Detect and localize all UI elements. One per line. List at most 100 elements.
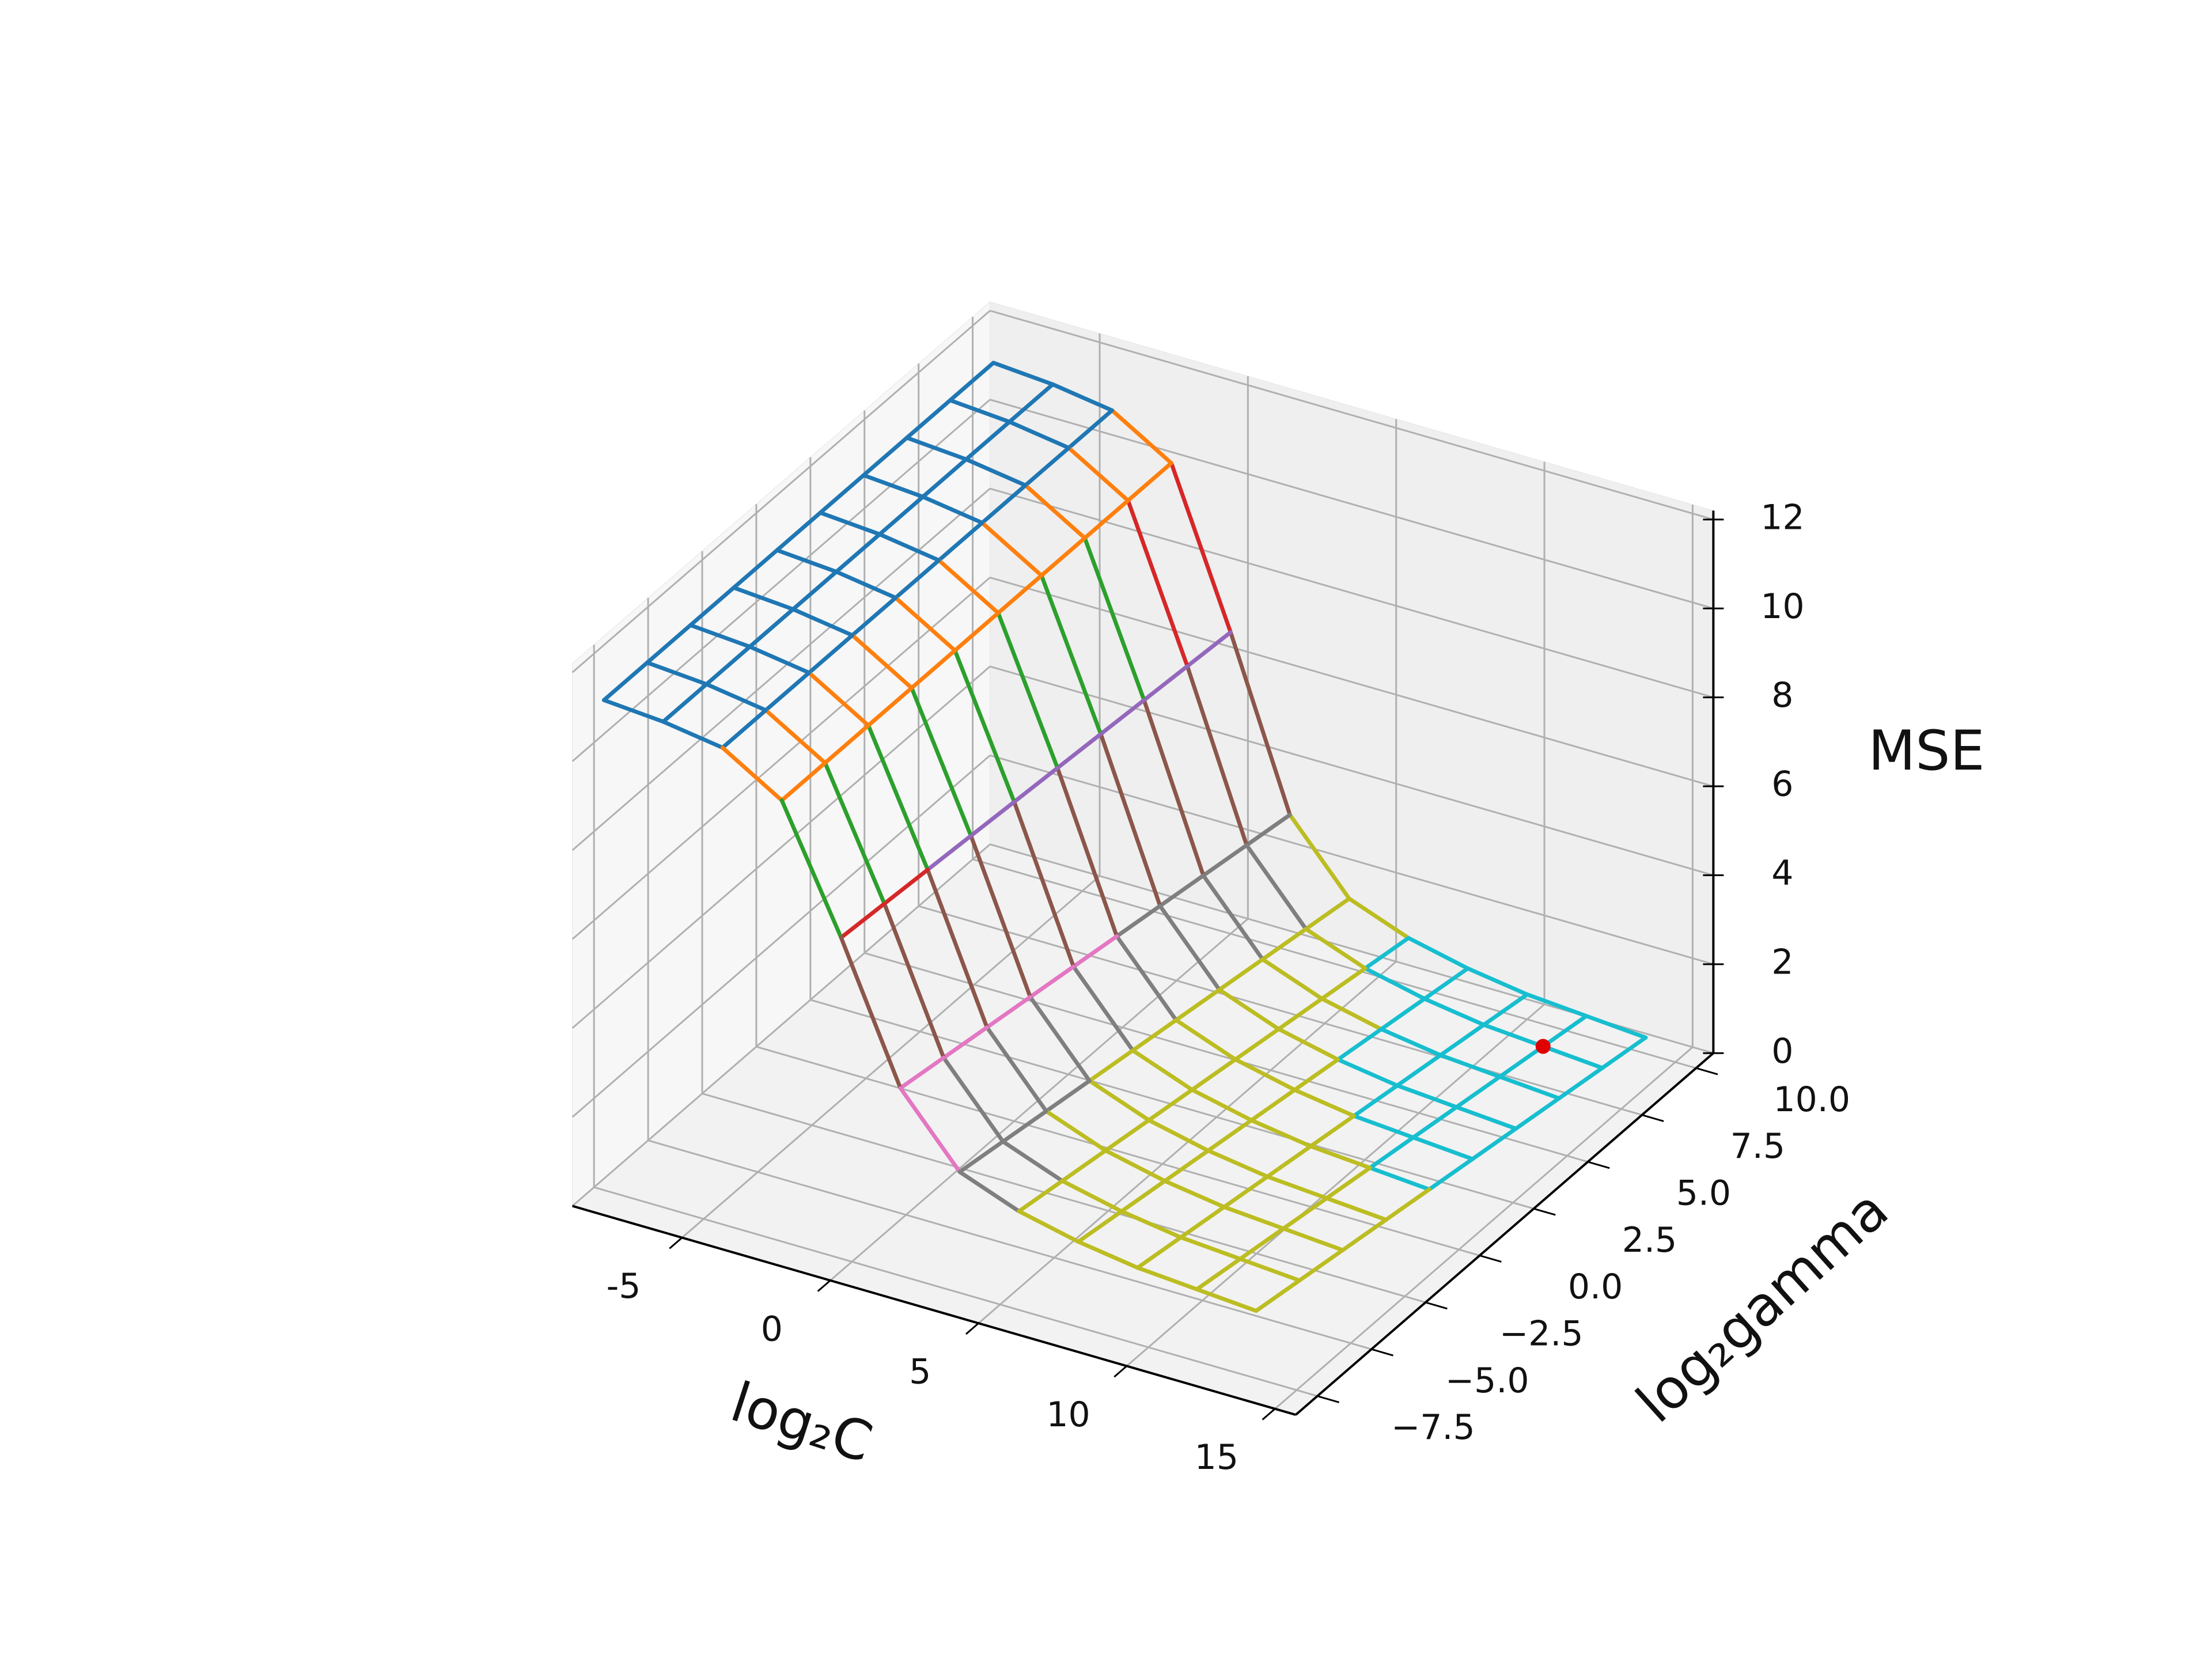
wire-segment — [996, 611, 1060, 770]
grid-line — [593, 1186, 1318, 1397]
x-tick-label: -5 — [607, 1266, 641, 1306]
wire-segment — [1001, 1109, 1048, 1144]
wire-segment — [1131, 1018, 1179, 1053]
wire-segment — [948, 361, 996, 403]
wire-segment — [1297, 1248, 1345, 1283]
wire-segment — [1060, 1148, 1108, 1183]
grid-line — [990, 754, 1714, 965]
wire-segment — [1411, 1135, 1475, 1161]
wire-segment — [1238, 1256, 1302, 1283]
wire-segment — [1082, 498, 1130, 540]
z-tick-label: 0 — [1771, 1031, 1793, 1071]
x-tick-label: 15 — [1195, 1437, 1238, 1478]
wire-segment — [948, 398, 1012, 424]
wire-segment — [1185, 664, 1249, 847]
wire-segment — [1324, 1196, 1388, 1222]
wire-segment — [910, 685, 974, 838]
wire-segment — [601, 698, 665, 724]
grid-line — [918, 905, 1642, 1116]
x-tick-label: 0 — [761, 1309, 783, 1349]
wire-segment — [1201, 843, 1249, 878]
wire-segment — [1119, 1179, 1167, 1214]
wire-segment — [839, 935, 903, 1090]
wire-segment — [1308, 1113, 1356, 1149]
grid-line — [571, 488, 991, 851]
grid-line — [990, 399, 1714, 609]
best-point — [1535, 1039, 1551, 1054]
tick-mark — [1695, 1067, 1718, 1075]
z-tick-label: 10 — [1760, 586, 1804, 627]
wire-segment — [941, 1055, 1005, 1144]
wire-segment — [1206, 1148, 1270, 1179]
wire-segment — [834, 570, 898, 600]
wire-segment — [1498, 1074, 1562, 1101]
wire-segment — [1254, 1278, 1302, 1313]
wire-segment — [893, 596, 957, 653]
wire-segment — [779, 798, 843, 940]
grid-line — [864, 952, 1588, 1163]
wire-segment — [1438, 1053, 1502, 1079]
wire-segment — [980, 521, 1044, 578]
tick-mark — [1641, 1114, 1664, 1122]
wire-segment — [1055, 732, 1103, 770]
wire-segment — [861, 435, 909, 478]
tick-mark — [1113, 1365, 1128, 1378]
wire-segment — [1174, 987, 1222, 1022]
wire-segment — [941, 1025, 989, 1060]
wire-segment — [1190, 1088, 1253, 1123]
wire-segment — [898, 1055, 946, 1090]
wire-segment — [1012, 800, 1076, 969]
wire-segment — [1185, 630, 1233, 668]
grid-line — [990, 487, 1714, 699]
y-tick-label: 5.0 — [1676, 1173, 1731, 1213]
tick-mark — [1371, 1348, 1393, 1357]
wire-segment — [937, 558, 1001, 615]
wire-segment — [1265, 1175, 1329, 1200]
wire-segment — [1099, 698, 1146, 736]
z-axis-label: MSE — [1868, 719, 1984, 783]
wire-segment — [1174, 1018, 1238, 1062]
wire-segment — [1427, 1157, 1475, 1192]
wire-segment — [1195, 1287, 1259, 1313]
wire-segment — [1304, 896, 1351, 931]
wire-segment — [839, 902, 887, 940]
wire-segment — [823, 760, 887, 906]
wire-segment — [720, 708, 768, 750]
wire-segment — [1287, 812, 1351, 901]
wire-segment — [1007, 382, 1055, 424]
wire-segment — [898, 1086, 962, 1174]
wire-segment — [1206, 1118, 1253, 1153]
wire-segment — [861, 473, 925, 499]
wire-segment — [1260, 927, 1308, 961]
wire-segment — [1115, 904, 1162, 938]
wire-segment — [1190, 1057, 1238, 1092]
wire-segment — [893, 558, 941, 600]
wire-segment — [1222, 1205, 1286, 1231]
wire-segment — [1126, 461, 1173, 503]
wire-segment — [850, 596, 898, 638]
wire-segment — [957, 1139, 1005, 1174]
wire-segment — [984, 995, 1032, 1029]
grid-line — [571, 399, 991, 762]
wire-segment — [1541, 1014, 1589, 1048]
grid-line — [681, 875, 1101, 1238]
wire-segment — [921, 457, 968, 499]
wire-segment — [1217, 987, 1281, 1031]
wire-segment — [1071, 964, 1135, 1053]
wire-segment — [984, 1025, 1048, 1113]
z-tick-label: 12 — [1760, 497, 1804, 537]
wire-segment — [1368, 1165, 1431, 1192]
wire-segment — [1028, 964, 1076, 999]
grid-line — [990, 665, 1714, 876]
wire-segment — [969, 834, 1032, 999]
y-tick-label: 7.5 — [1730, 1126, 1785, 1166]
wire-segment — [1455, 1074, 1502, 1109]
wire-segment — [823, 723, 870, 765]
wire-segment — [1304, 927, 1368, 971]
wire-segment — [991, 361, 1055, 387]
wire-segment — [1351, 1113, 1415, 1140]
wire-segment — [937, 521, 984, 563]
wire-segment — [1201, 873, 1265, 961]
wire-segment — [1195, 1256, 1243, 1291]
